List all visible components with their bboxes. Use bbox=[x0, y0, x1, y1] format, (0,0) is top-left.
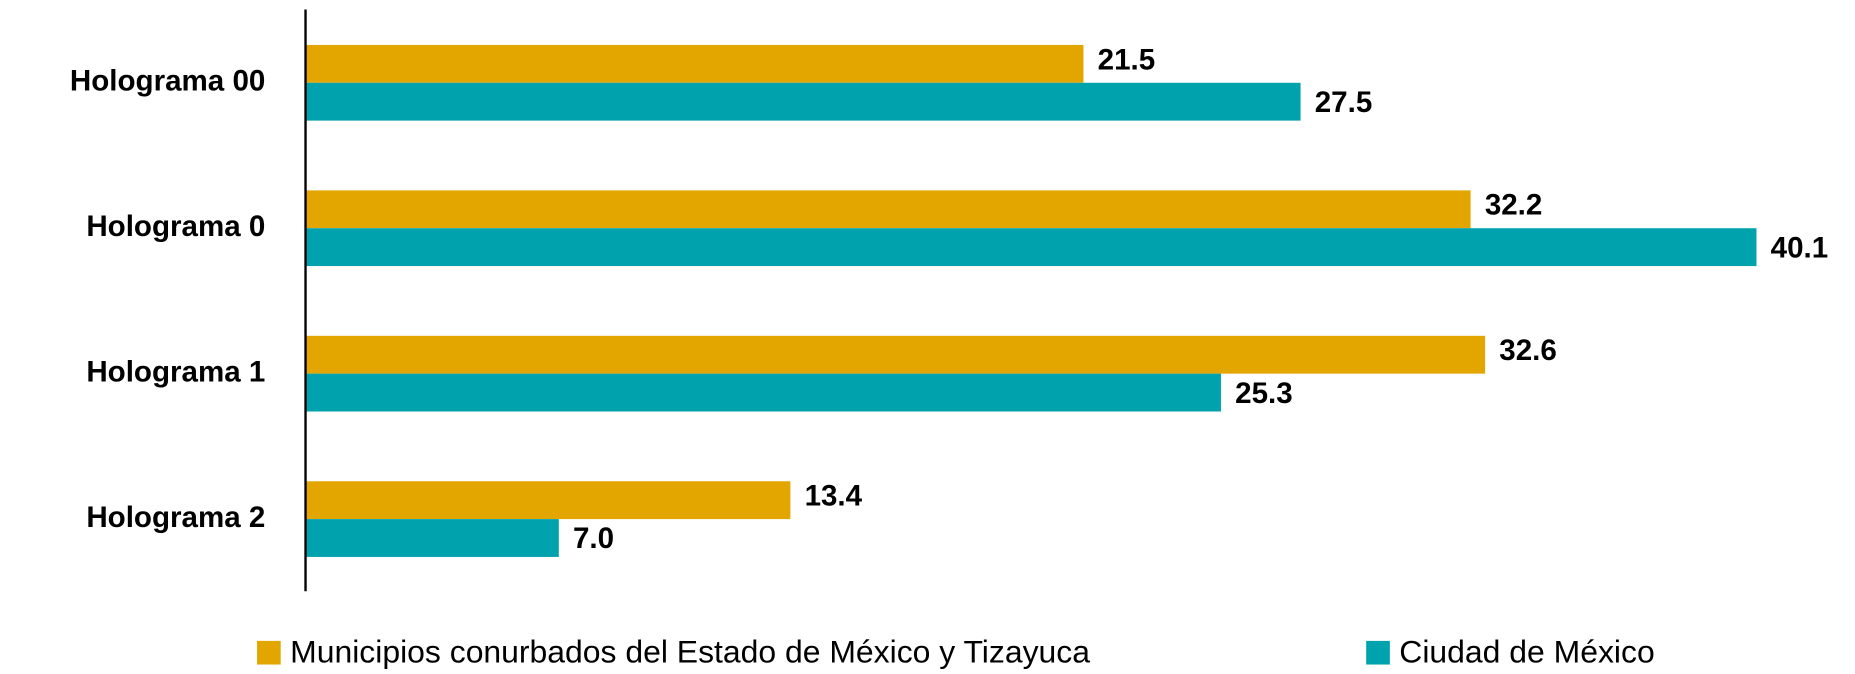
bar bbox=[305, 44, 1084, 83]
value-label: 27.5 bbox=[1315, 86, 1373, 119]
category-label: Holograma 2 bbox=[86, 501, 265, 534]
value-label: 21.5 bbox=[1098, 43, 1156, 76]
bar bbox=[305, 190, 1471, 229]
value-label: 40.1 bbox=[1771, 231, 1829, 264]
value-label: 7.0 bbox=[573, 522, 614, 555]
legend-swatch bbox=[1366, 640, 1390, 665]
category-label: Holograma 00 bbox=[70, 65, 265, 98]
value-label: 25.3 bbox=[1235, 377, 1293, 410]
bar bbox=[305, 481, 791, 520]
category-label: Holograma 0 bbox=[86, 210, 265, 243]
bar bbox=[305, 519, 559, 557]
legend-label: Municipios conurbados del Estado de Méxi… bbox=[290, 633, 1090, 669]
bar bbox=[305, 228, 1757, 267]
bar bbox=[305, 373, 1221, 412]
value-label: 32.6 bbox=[1499, 334, 1557, 367]
bar bbox=[305, 335, 1486, 374]
category-label: Holograma 1 bbox=[86, 355, 265, 388]
value-label: 32.2 bbox=[1485, 189, 1543, 222]
legend-label: Ciudad de México bbox=[1399, 633, 1654, 669]
bar bbox=[305, 82, 1301, 121]
value-label: 13.4 bbox=[805, 480, 863, 513]
legend-swatch bbox=[257, 640, 281, 665]
